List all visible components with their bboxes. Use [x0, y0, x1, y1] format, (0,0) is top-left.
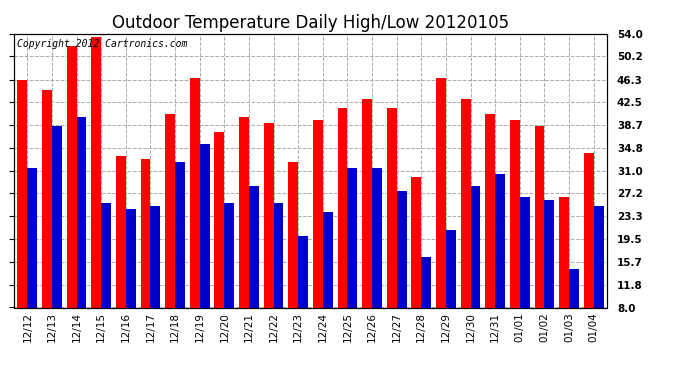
Bar: [215, 132, 224, 308]
Bar: [42, 90, 52, 308]
Bar: [101, 203, 111, 308]
Bar: [190, 78, 199, 308]
Bar: [273, 203, 284, 308]
Bar: [28, 168, 37, 308]
Bar: [485, 114, 495, 308]
Bar: [116, 156, 126, 308]
Bar: [348, 168, 357, 308]
Bar: [372, 168, 382, 308]
Bar: [165, 114, 175, 308]
Bar: [411, 177, 422, 308]
Bar: [67, 46, 77, 308]
Bar: [239, 117, 249, 308]
Bar: [535, 126, 544, 308]
Bar: [224, 203, 234, 308]
Bar: [495, 174, 505, 308]
Bar: [569, 269, 579, 308]
Bar: [17, 80, 28, 308]
Bar: [126, 209, 136, 308]
Bar: [150, 206, 160, 308]
Bar: [461, 99, 471, 308]
Text: Copyright 2012 Cartronics.com: Copyright 2012 Cartronics.com: [17, 39, 187, 49]
Bar: [436, 78, 446, 308]
Bar: [520, 197, 530, 308]
Bar: [387, 108, 397, 308]
Bar: [584, 153, 593, 308]
Bar: [141, 159, 150, 308]
Bar: [199, 144, 210, 308]
Bar: [422, 257, 431, 307]
Bar: [559, 197, 569, 308]
Bar: [77, 117, 86, 308]
Bar: [337, 108, 348, 308]
Bar: [298, 236, 308, 308]
Bar: [323, 212, 333, 308]
Bar: [313, 120, 323, 308]
Bar: [249, 186, 259, 308]
Bar: [264, 123, 273, 308]
Title: Outdoor Temperature Daily High/Low 20120105: Outdoor Temperature Daily High/Low 20120…: [112, 14, 509, 32]
Bar: [544, 200, 554, 308]
Bar: [52, 126, 62, 308]
Bar: [471, 186, 480, 308]
Bar: [397, 192, 406, 308]
Bar: [288, 162, 298, 308]
Bar: [446, 230, 456, 308]
Bar: [510, 120, 520, 308]
Bar: [362, 99, 372, 308]
Bar: [91, 37, 101, 308]
Bar: [175, 162, 185, 308]
Bar: [593, 206, 604, 308]
